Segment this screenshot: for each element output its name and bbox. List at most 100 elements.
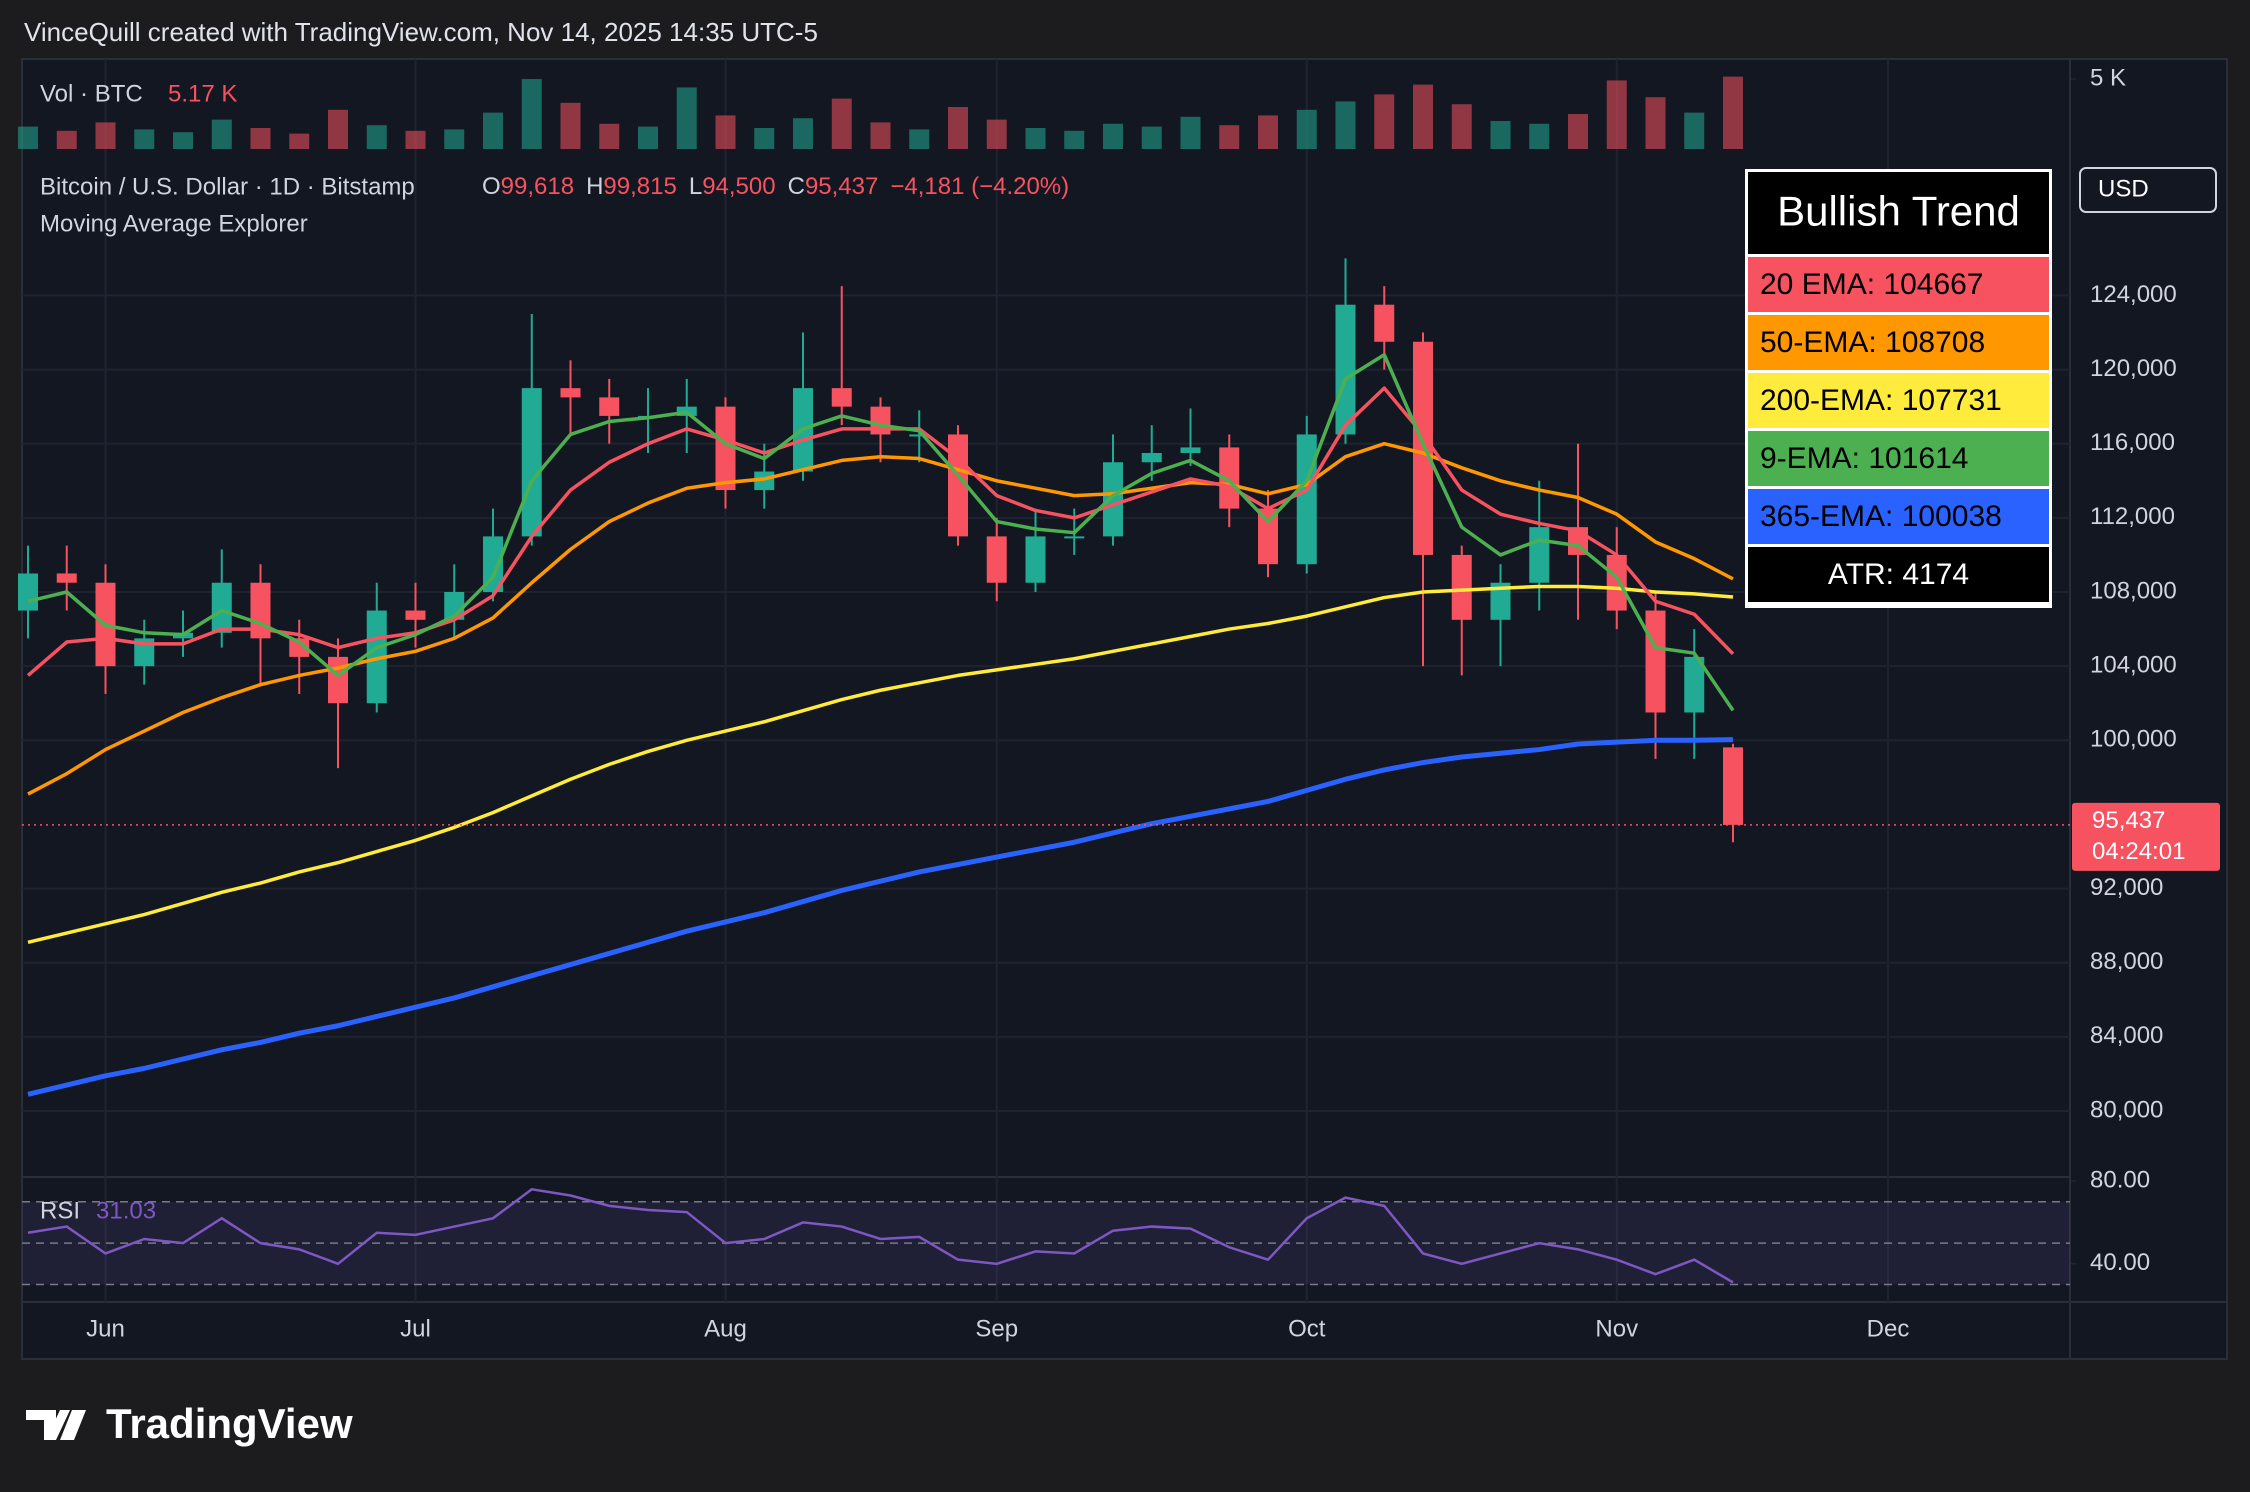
volume-bar xyxy=(521,79,542,149)
ohlc-value: 94,500 xyxy=(702,173,775,200)
candle-body xyxy=(948,434,968,537)
volume-bar xyxy=(948,107,968,149)
x-tick-label: Jun xyxy=(86,1315,125,1342)
chart-title: Bitcoin / U.S. Dollar · 1D · Bitstamp xyxy=(40,173,415,200)
trend-row: 20 EMA: 104667 xyxy=(1760,268,1984,301)
y-tick-label: 88,000 xyxy=(2090,948,2163,975)
brand: TradingView xyxy=(106,1400,353,1447)
candle-body xyxy=(1374,304,1395,342)
trend-row-cell xyxy=(1748,431,2049,486)
candle-body xyxy=(715,406,736,491)
trend-title-cell xyxy=(1748,172,2049,254)
volume-bar xyxy=(1219,125,1240,149)
volume-bar xyxy=(1374,94,1395,149)
y-tick-label: 100,000 xyxy=(2090,726,2177,753)
volume-bar xyxy=(18,126,38,149)
candle-body xyxy=(1645,610,1666,713)
volume-bar xyxy=(173,132,193,149)
candle-body xyxy=(521,388,542,537)
candle-body xyxy=(831,388,852,407)
volume-bar xyxy=(483,112,503,149)
volume-bar xyxy=(250,128,271,149)
y-tick-label: 104,000 xyxy=(2090,651,2177,678)
y-tick-label: 112,000 xyxy=(2090,503,2175,530)
trend-row-cell xyxy=(1748,547,2049,602)
candle-body xyxy=(405,610,426,620)
indicator-name: Moving Average Explorer xyxy=(40,210,308,237)
y-tick-label: 120,000 xyxy=(2090,355,2177,382)
y-tick-label: 40.00 xyxy=(2090,1249,2150,1276)
candle-body xyxy=(1335,304,1356,435)
overlay: Jun Jul Aug Sep Oct Nov Dec 5 K Vol · BTC 5.17 K 8… xyxy=(40,64,2220,1342)
rsi-title: RSI xyxy=(40,1197,80,1224)
volume-bar xyxy=(1296,109,1317,149)
candle-body xyxy=(1180,447,1201,453)
ema-line xyxy=(27,352,1735,712)
candle-body xyxy=(328,656,348,704)
candle-body xyxy=(1258,508,1278,565)
volume-bar xyxy=(95,122,116,149)
y-tick-label: 108,000 xyxy=(2090,577,2177,604)
volume-bar xyxy=(328,109,348,149)
ohlc-value: 95,437 xyxy=(805,173,878,200)
last-price-box xyxy=(2072,802,2220,871)
volume-bar xyxy=(1103,123,1123,149)
candle-body xyxy=(1064,536,1085,539)
y-tick-label: 80.00 xyxy=(2090,1166,2150,1193)
candle-body xyxy=(1529,527,1550,583)
volume-bar xyxy=(1529,123,1550,149)
trend-row: 200-EMA: 107731 xyxy=(1760,384,2002,417)
volume-bar xyxy=(909,129,930,149)
x-tick-label: Dec xyxy=(1867,1315,1910,1342)
candle-body xyxy=(986,536,1007,583)
volume-bar xyxy=(1490,121,1511,149)
candle-body xyxy=(1219,447,1240,509)
candle-body xyxy=(909,434,930,437)
volume-bar xyxy=(134,129,155,149)
volume-bar xyxy=(793,118,813,149)
volume-bar xyxy=(676,87,697,149)
last-price-label: 95,437 xyxy=(2092,807,2165,834)
volume-bar xyxy=(1335,101,1356,149)
candle-body xyxy=(1490,582,1511,620)
candle-body xyxy=(599,397,620,416)
logo: TradingView xyxy=(26,1400,353,1447)
volume-bar xyxy=(1141,126,1162,149)
y-tick-label: 84,000 xyxy=(2090,1022,2163,1049)
trend-row: 50-EMA: 108708 xyxy=(1760,326,1985,359)
volume-bar xyxy=(444,129,465,149)
volume-bar xyxy=(599,123,620,149)
ema-line xyxy=(27,737,1734,1097)
ema-line xyxy=(27,584,1734,945)
volume-bar xyxy=(1606,80,1627,149)
candle-body xyxy=(560,388,581,398)
rsi-value: 31.03 xyxy=(96,1197,156,1224)
ohlc-key: L xyxy=(689,173,702,200)
trend-row-cell xyxy=(1748,315,2049,370)
volume-value: 5.17 K xyxy=(168,80,237,107)
volume-bar xyxy=(1645,97,1666,149)
volume-bar xyxy=(870,122,891,149)
y-tick-label: 80,000 xyxy=(2090,1096,2163,1123)
x-tick-label: Aug xyxy=(704,1315,747,1342)
y-tick-label: 116,000 xyxy=(2090,429,2175,456)
volume-bar xyxy=(986,119,1007,149)
ohlc-value: 99,815 xyxy=(603,173,676,200)
change: −4,181 (−4.20%) xyxy=(890,173,1069,200)
credit: VinceQuill created with TradingView.com,… xyxy=(24,17,818,47)
trend-row-cell xyxy=(1748,489,2049,544)
x-tick-label: Nov xyxy=(1595,1315,1638,1342)
candle-body xyxy=(211,582,232,633)
candle-body xyxy=(56,573,77,583)
ema-line xyxy=(26,386,1735,677)
currency: USD xyxy=(2098,175,2149,202)
x-tick-label: Jul xyxy=(400,1315,431,1342)
trend-title: Bullish Trend xyxy=(1777,188,2020,235)
volume-bar xyxy=(211,119,232,149)
volume-bar xyxy=(1723,76,1743,149)
candle-body xyxy=(18,573,38,611)
volume-bar xyxy=(1258,115,1278,149)
candle-body xyxy=(1413,341,1433,555)
trend-row-cell xyxy=(1748,373,2049,428)
